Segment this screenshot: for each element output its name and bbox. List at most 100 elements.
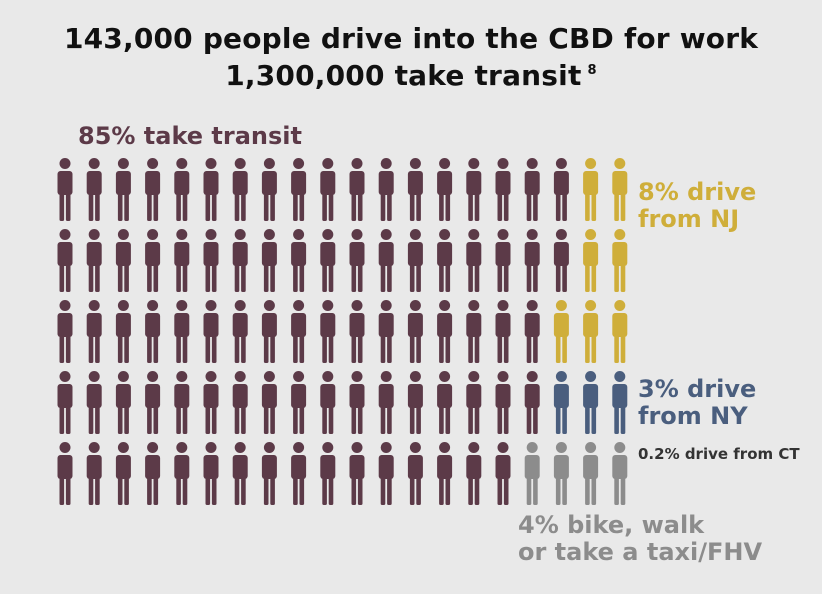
person-icon-take-transit (378, 229, 394, 292)
footnote-marker: 8 (587, 63, 597, 78)
person-icon-drive-from-nj (583, 300, 599, 363)
person-icon-drive-from-ny (583, 371, 599, 434)
person-icon-take-transit (495, 229, 511, 292)
person-icon-take-transit (378, 371, 394, 434)
person-icon-take-transit (203, 442, 219, 505)
person-icon-take-transit (86, 442, 102, 505)
person-icon-drive-from-ny (553, 371, 569, 434)
person-icon-take-transit (320, 229, 336, 292)
label-nj-line1: 8% drive (638, 178, 757, 206)
person-icon-take-transit (145, 158, 161, 221)
person-icon-take-transit (291, 442, 307, 505)
person-icon-take-transit (320, 300, 336, 363)
person-icon-take-transit (174, 300, 190, 363)
label-transit-text: 85% take transit (78, 122, 302, 150)
person-icon-take-transit (232, 229, 248, 292)
person-icon-take-transit (466, 158, 482, 221)
person-icon-take-transit (524, 229, 540, 292)
person-icon-take-transit (495, 300, 511, 363)
person-icon-take-transit (495, 158, 511, 221)
label-ct-text: 0.2% drive from CT (638, 445, 800, 463)
person-icon-take-transit (407, 371, 423, 434)
chart-title-line-2: 1,300,000 take transit 8 (0, 59, 822, 92)
label-ny-line2: from NY (638, 401, 748, 430)
person-icon-drive-from-ny (612, 371, 628, 434)
label-bike: 4% bike, walk or take a taxi/FHV (518, 512, 762, 566)
person-icon-take-transit (524, 371, 540, 434)
person-icon-take-transit (261, 300, 277, 363)
person-icon-take-transit (145, 442, 161, 505)
person-icon-take-transit (349, 300, 365, 363)
person-icon-take-transit (437, 229, 453, 292)
person-icon-take-transit (466, 371, 482, 434)
person-icon-take-transit (57, 158, 73, 221)
person-icon-take-transit (232, 158, 248, 221)
person-icon-take-transit (349, 371, 365, 434)
person-icon-take-transit (466, 442, 482, 505)
person-icon-take-transit (524, 158, 540, 221)
person-icon-take-transit (174, 158, 190, 221)
person-icon-take-transit (203, 300, 219, 363)
person-icon-take-transit (115, 371, 131, 434)
person-icon-take-transit (57, 371, 73, 434)
person-icon-take-transit (232, 300, 248, 363)
person-icon-take-transit (115, 158, 131, 221)
label-ny: 3% drive from NY (638, 376, 756, 430)
person-icon-take-transit (86, 158, 102, 221)
person-icon-take-transit (349, 158, 365, 221)
person-icon-drive-from-nj (553, 300, 569, 363)
person-icon-take-transit (407, 229, 423, 292)
person-icon-take-transit (115, 442, 131, 505)
person-icon-bike-walk-or-take-a-taxi-fhv (553, 442, 569, 505)
person-icon-take-transit (232, 442, 248, 505)
person-icon-take-transit (261, 158, 277, 221)
person-icon-take-transit (437, 158, 453, 221)
person-icon-take-transit (553, 158, 569, 221)
label-bike-line1: 4% bike, walk (518, 511, 705, 539)
person-icon-take-transit (145, 229, 161, 292)
label-bike-line2: or take a taxi/FHV (518, 537, 763, 566)
person-icon-take-transit (407, 158, 423, 221)
person-icon-drive-from-nj (583, 158, 599, 221)
person-icon-take-transit (320, 371, 336, 434)
person-icon-take-transit (57, 229, 73, 292)
person-icon-take-transit (524, 300, 540, 363)
person-icon-take-transit (495, 442, 511, 505)
title-text-1: 143,000 people drive into the CBD for wo… (63, 22, 759, 55)
person-icon-take-transit (174, 229, 190, 292)
person-icon-take-transit (86, 300, 102, 363)
person-icon-take-transit (349, 229, 365, 292)
person-icon-take-transit (261, 371, 277, 434)
person-icon-take-transit (115, 300, 131, 363)
label-transit: 85% take transit (78, 123, 302, 150)
person-icon-take-transit (378, 300, 394, 363)
person-icon-take-transit (291, 158, 307, 221)
person-icon-take-transit (291, 229, 307, 292)
person-icon-take-transit (203, 371, 219, 434)
person-icon-take-transit (174, 371, 190, 434)
person-icon-take-transit (145, 371, 161, 434)
person-icon-take-transit (57, 300, 73, 363)
person-icon-bike-walk-or-take-a-taxi-fhv (524, 442, 540, 505)
person-icon-take-transit (553, 229, 569, 292)
person-icon-take-transit (407, 300, 423, 363)
person-icon-take-transit (495, 371, 511, 434)
title-text-2: 1,300,000 take transit (225, 59, 582, 92)
person-icon-take-transit (378, 158, 394, 221)
person-icon-drive-from-nj (612, 300, 628, 363)
person-icon-take-transit (320, 442, 336, 505)
person-icon-take-transit (115, 229, 131, 292)
person-icon-take-transit (57, 442, 73, 505)
person-icon-take-transit (291, 371, 307, 434)
person-icon-take-transit (203, 229, 219, 292)
label-nj: 8% drive from NJ (638, 179, 756, 233)
person-icon-take-transit (261, 442, 277, 505)
person-icon-take-transit (145, 300, 161, 363)
person-icon-take-transit (437, 300, 453, 363)
person-icon-take-transit (291, 300, 307, 363)
person-icon-take-transit (378, 442, 394, 505)
person-icon-take-transit (437, 442, 453, 505)
person-icon-drive-from-nj (612, 158, 628, 221)
person-icon-bike-walk-or-take-a-taxi-fhv (583, 442, 599, 505)
